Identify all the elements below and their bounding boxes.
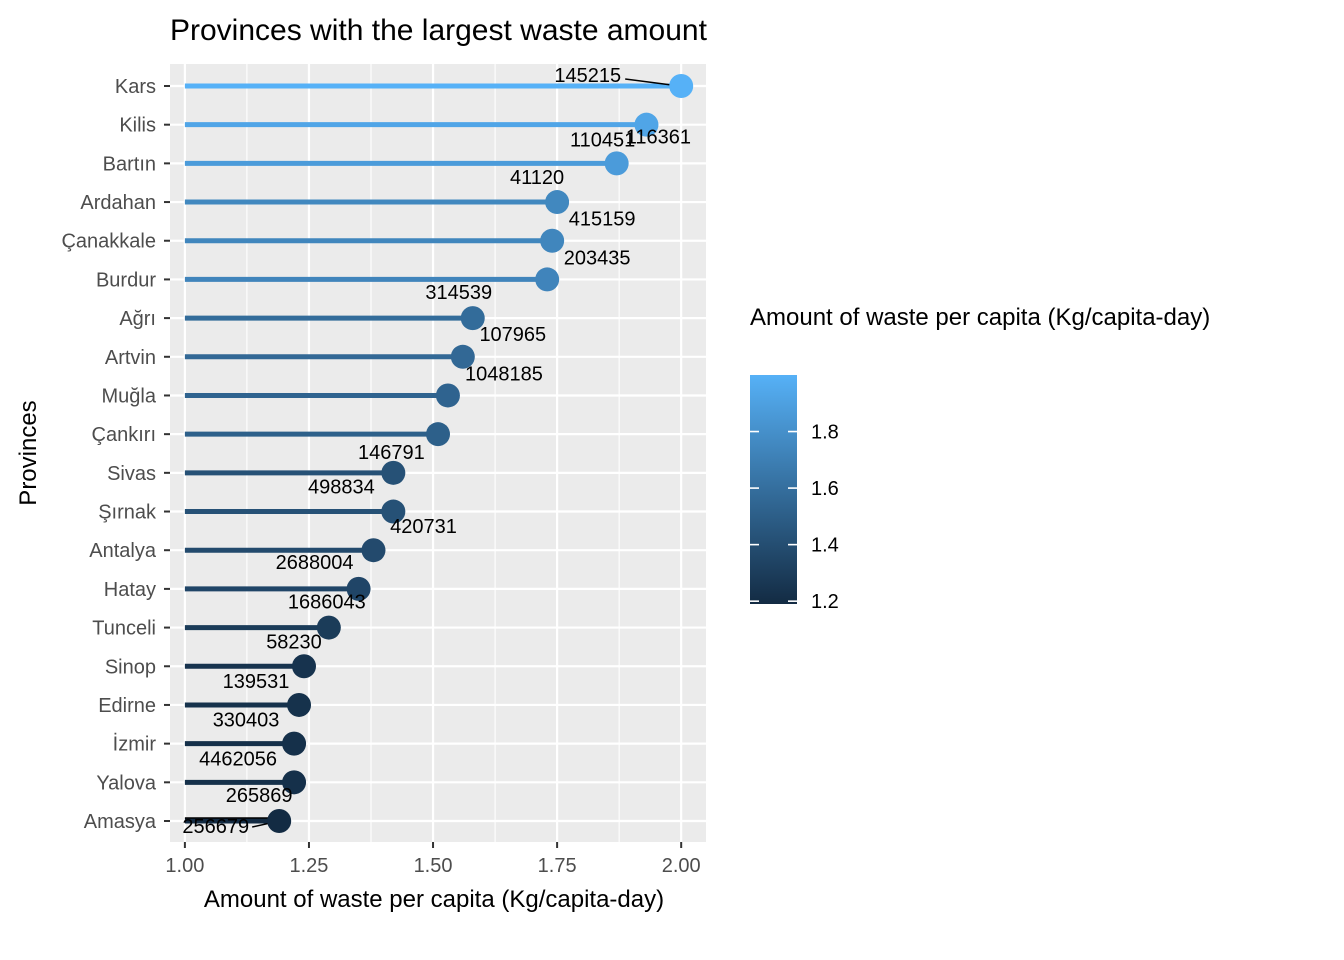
y-tick-label: Şırnak	[98, 502, 157, 524]
lollipop-point	[535, 267, 560, 292]
y-tick-label: Ağrı	[119, 308, 156, 330]
y-tick-label: Sinop	[105, 656, 156, 678]
lollipop-point	[282, 770, 307, 795]
y-tick-label: Kilis	[119, 115, 156, 137]
lollipop-point	[282, 731, 307, 756]
lollipop-point	[267, 809, 292, 833]
y-axis-tick-labels: Kars Kilis Bartın Ardahan Çanakkale Burdur Ağr…	[61, 76, 170, 833]
lollipop-point	[287, 692, 312, 717]
y-tick-label: Muğla	[102, 385, 157, 407]
x-tick-label: 2.00	[662, 855, 701, 877]
data-label: 41120	[510, 167, 564, 189]
x-tick-label: 1.25	[289, 855, 328, 877]
y-tick-label: Yalova	[96, 772, 157, 794]
y-tick-label: Ardahan	[80, 192, 156, 214]
data-label: 107965	[479, 324, 546, 346]
legend-tick-label: 1.8	[811, 422, 839, 444]
lollipop-points	[267, 74, 694, 833]
lollipop-point	[292, 654, 316, 679]
data-label: 265869	[226, 785, 293, 807]
y-axis-title: Provinces	[15, 400, 42, 505]
data-label: 203435	[564, 247, 631, 269]
y-tick-label: İzmir	[113, 733, 157, 756]
data-label: 314539	[425, 282, 492, 304]
lollipop-point	[426, 422, 450, 447]
data-label: 139531	[223, 671, 290, 693]
color-legend: Amount of waste per capita (Kg/capita-da…	[750, 304, 1210, 613]
legend-ticks: 1.2 1.4 1.6 1.8	[750, 422, 839, 613]
y-tick-label: Antalya	[89, 540, 157, 562]
lollipop-point	[450, 344, 475, 369]
data-label: 420731	[390, 516, 457, 538]
legend-title: Amount of waste per capita (Kg/capita-da…	[750, 304, 1210, 331]
data-label: 330403	[213, 710, 280, 732]
data-label: 1686043	[288, 592, 366, 614]
x-tick-label: 1.75	[538, 855, 577, 877]
data-label: 146791	[358, 442, 425, 464]
legend-tick-label: 1.2	[811, 591, 839, 613]
lollipop-point	[316, 615, 341, 640]
lollipop-point	[361, 538, 386, 563]
y-tick-label: Tunceli	[92, 618, 156, 640]
chart-title: Provinces with the largest waste amount	[170, 14, 708, 47]
y-tick-label: Burdur	[96, 269, 156, 291]
data-label: 145215	[554, 65, 621, 87]
data-label: 58230	[266, 631, 322, 653]
y-tick-label: Sivas	[107, 463, 156, 485]
data-label: 116361	[626, 127, 691, 149]
x-tick-label: 1.00	[165, 855, 204, 877]
plot-panel	[170, 64, 706, 842]
legend-tick-label: 1.4	[811, 535, 839, 557]
lollipop-point	[346, 576, 371, 601]
legend-color-bar	[750, 375, 797, 604]
lollipop-point	[540, 228, 565, 253]
legend-tick-label: 1.6	[811, 478, 839, 500]
x-axis-title: Amount of waste per capita (Kg/capita-da…	[204, 886, 664, 913]
lollipop-point	[545, 190, 570, 215]
y-tick-label: Artvin	[105, 347, 156, 369]
data-label: 1048185	[465, 363, 543, 385]
lollipop-point	[634, 112, 659, 137]
lollipop-point	[604, 151, 629, 176]
lollipop-point	[381, 460, 406, 485]
x-tick-label: 1.50	[414, 855, 453, 877]
y-tick-label: Bartın	[103, 153, 156, 175]
data-label: 4462056	[199, 748, 277, 770]
data-label: 415159	[569, 209, 636, 231]
data-label: 256679	[182, 816, 249, 838]
y-tick-label: Kars	[115, 76, 156, 98]
y-tick-label: Edirne	[98, 695, 156, 717]
lollipop-stems	[184, 83, 682, 824]
y-tick-label: Amasya	[84, 811, 157, 833]
x-axis-tick-labels: 1.00 1.25 1.50 1.75 2.00	[165, 842, 701, 877]
lollipop-point	[435, 383, 460, 408]
lollipop-point	[381, 499, 406, 524]
y-tick-label: Hatay	[104, 579, 156, 601]
data-label: 2688004	[276, 552, 354, 574]
y-tick-label: Çankırı	[92, 424, 156, 446]
lollipop-point	[460, 306, 485, 331]
lollipop-point	[669, 74, 694, 98]
y-tick-label: Çanakkale	[61, 231, 156, 253]
data-label: 110451	[570, 129, 635, 151]
data-label: 498834	[308, 477, 375, 499]
